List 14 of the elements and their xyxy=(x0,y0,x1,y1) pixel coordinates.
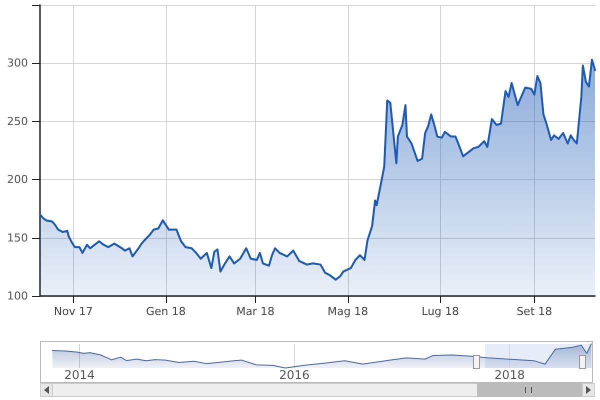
x-tick-label: 2014 xyxy=(64,368,95,382)
y-tick-label: 250 xyxy=(7,114,28,128)
y-tick-label: 150 xyxy=(7,231,28,244)
x-tick-label: 2016 xyxy=(279,368,310,382)
y-tick-label: 200 xyxy=(7,173,28,186)
x-tick-label: Mag 18 xyxy=(327,305,368,318)
x-tick-label: Lug 18 xyxy=(422,305,460,318)
x-tick-label: 2018 xyxy=(494,368,525,382)
x-tick-label: Nov 17 xyxy=(54,305,93,318)
x-tick-label: Gen 18 xyxy=(146,305,186,318)
x-tick-label: Set 18 xyxy=(516,305,552,318)
y-tick-label: 100 xyxy=(7,290,28,302)
x-tick-label: Mar 18 xyxy=(236,305,274,318)
y-tick-label: 300 xyxy=(7,56,28,70)
